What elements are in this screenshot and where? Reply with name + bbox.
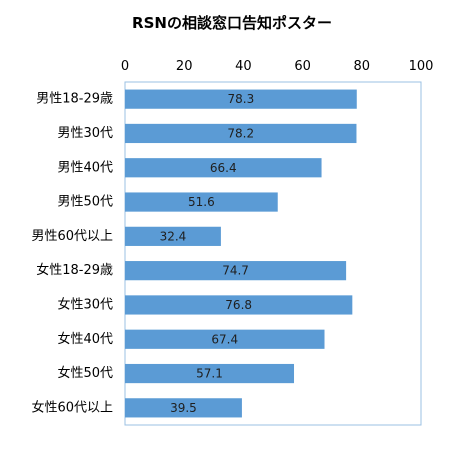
category-label: 男性18-29歳 [36, 92, 113, 107]
data-label: 78.2 [227, 126, 254, 140]
category-label: 女性60代以上 [31, 399, 113, 415]
data-label: 66.4 [210, 161, 237, 175]
plot-area-border [124, 81, 422, 426]
category-label: 男性50代 [57, 195, 113, 210]
bar [125, 158, 322, 178]
chart-title: RSNの相談窓口告知ポスター [132, 14, 332, 32]
x-tick-label: 100 [409, 59, 434, 74]
category-labels: 男性18-29歳男性30代男性40代男性50代男性60代以上女性18-29歳女性… [31, 92, 113, 416]
bar [125, 89, 357, 109]
data-labels: 78.3 78.2 66.4 51.6 32.4 74.7 76.8 67.4 57.1 39.5 [160, 92, 255, 415]
x-tick-label: 0 [121, 59, 129, 74]
data-label: 67.4 [211, 332, 238, 346]
bar [125, 261, 347, 281]
bar [125, 363, 295, 384]
data-label: 32.4 [160, 229, 187, 243]
x-tick-label: 60 [294, 59, 311, 74]
bar [125, 329, 325, 349]
data-label: 74.7 [222, 264, 249, 278]
x-axis-ticks: 0 20 40 60 80 100 [121, 59, 434, 74]
bar [125, 295, 353, 315]
x-tick-label: 20 [176, 59, 193, 74]
bars [125, 89, 357, 418]
x-tick-label: 40 [235, 59, 252, 74]
bar [125, 226, 221, 246]
data-label: 78.3 [228, 92, 255, 106]
category-label: 女性30代 [57, 296, 113, 312]
category-label: 女性40代 [57, 331, 113, 347]
category-label: 男性30代 [57, 126, 113, 141]
bar [125, 398, 242, 418]
category-label: 女性50代 [57, 365, 113, 381]
bar [125, 192, 278, 212]
category-label: 女性18-29歳 [36, 262, 113, 278]
data-label: 76.8 [225, 298, 252, 312]
data-label: 51.6 [188, 195, 215, 209]
category-label: 男性40代 [57, 160, 113, 175]
category-label: 男性60代以上 [31, 229, 113, 244]
data-label: 39.5 [170, 401, 197, 415]
data-label: 57.1 [196, 367, 223, 381]
bar [125, 123, 357, 144]
x-tick-label: 80 [354, 59, 371, 74]
